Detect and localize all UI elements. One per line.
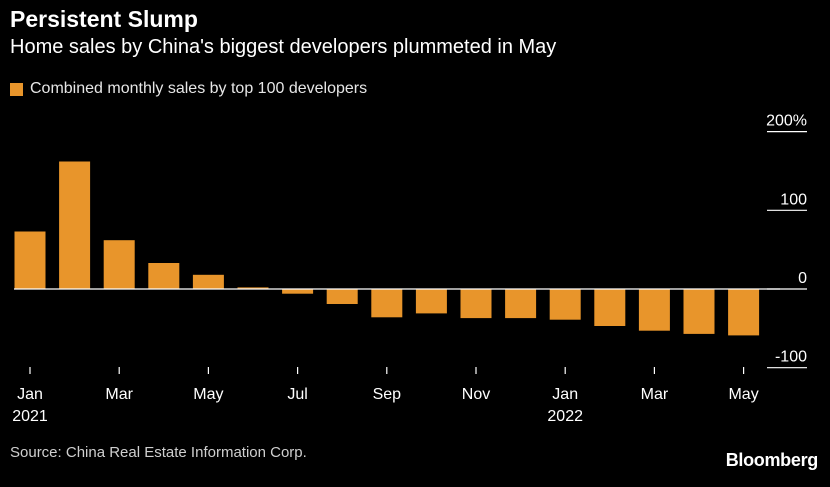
bar-16	[728, 289, 760, 336]
y-tick-label: 0	[798, 270, 807, 287]
chart-title: Persistent Slump	[10, 6, 198, 32]
x-tick-label: Jul	[287, 386, 307, 403]
legend-label: Combined monthly sales by top 100 develo…	[30, 80, 368, 97]
x-tick-label: Mar	[641, 386, 669, 403]
bar-7	[326, 289, 358, 304]
chart-subtitle: Home sales by China's biggest developers…	[10, 36, 557, 58]
y-tick-label: 200%	[766, 113, 807, 130]
source-note: Source: China Real Estate Information Co…	[10, 444, 307, 461]
bar-12	[549, 289, 581, 320]
x-tick-label: May	[728, 386, 758, 403]
x-tick-year-label: 2022	[547, 408, 583, 425]
bar-4	[192, 274, 224, 289]
bar-14	[638, 289, 670, 331]
x-tick-label: Jan	[17, 386, 43, 403]
legend-swatch	[10, 82, 23, 96]
bar-6	[282, 289, 314, 294]
bar-1	[59, 161, 91, 289]
bar-9	[415, 289, 447, 314]
bar-5	[237, 287, 269, 289]
bar-3	[148, 263, 180, 289]
bar-11	[505, 289, 537, 319]
bar-0	[14, 231, 46, 289]
x-tick-label: Jan	[552, 386, 578, 403]
chart-legend: Combined monthly sales by top 100 develo…	[10, 79, 367, 99]
x-tick-label: Nov	[462, 386, 490, 403]
x-tick-label: May	[193, 386, 223, 403]
y-tick-label: -100	[775, 349, 807, 366]
x-tick-label: Mar	[105, 386, 133, 403]
bar-13	[594, 289, 626, 326]
x-tick-year-label: 2021	[12, 408, 48, 425]
bar-8	[371, 289, 403, 318]
bar-chart: 200% 100 0 -100 Jan 2021 Mar May Jul Sep Nov Jan 202…	[12, 113, 807, 425]
bar-2	[103, 240, 135, 289]
bar-10	[460, 289, 492, 319]
x-tick-label: Sep	[373, 386, 402, 403]
bloomberg-logo: Bloomberg	[725, 450, 819, 470]
bar-15	[683, 289, 715, 334]
y-tick-label: 100	[780, 191, 807, 208]
